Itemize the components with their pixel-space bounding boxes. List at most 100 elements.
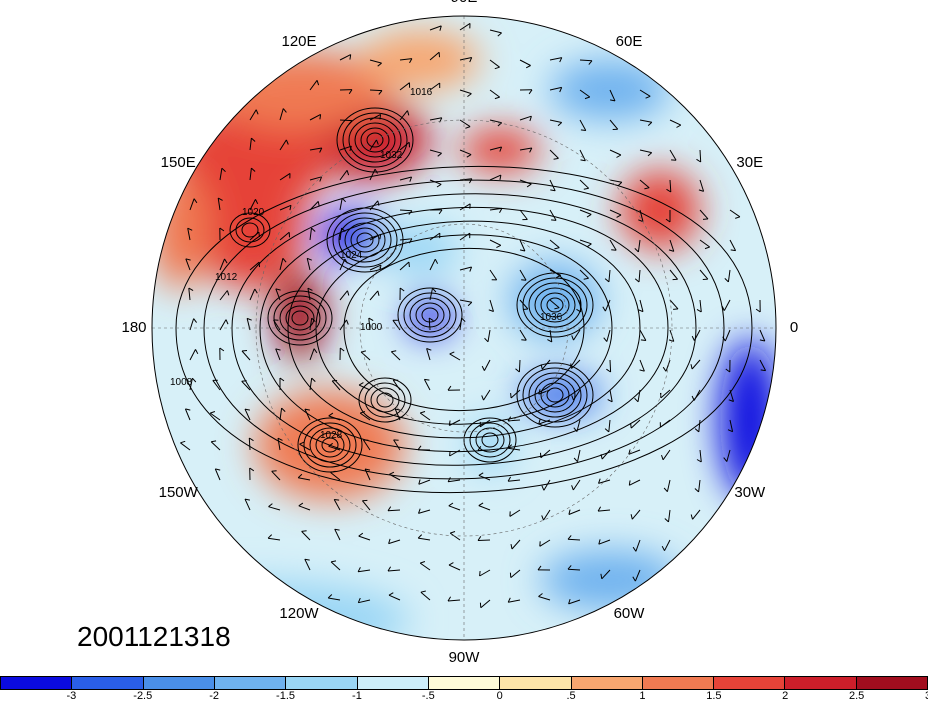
anomaly-region <box>360 30 480 90</box>
colorbar-segment <box>785 676 857 690</box>
wind-barb <box>459 149 472 156</box>
wind-barb-flag <box>488 309 494 312</box>
wind-barb <box>309 228 312 241</box>
wind-barb <box>277 438 281 451</box>
wind-barb-flag <box>519 249 526 252</box>
wind-barb-flag <box>449 451 451 457</box>
wind-barb-flag <box>251 137 256 142</box>
wind-barb <box>573 389 581 401</box>
wind-barb <box>429 232 441 241</box>
wind-barb <box>331 380 341 391</box>
wind-barbs <box>180 22 767 609</box>
wind-barb-flag <box>377 200 380 206</box>
wind-barb <box>639 299 644 312</box>
wind-barb <box>392 320 401 331</box>
wind-barb <box>249 109 257 121</box>
wind-barb <box>639 179 650 189</box>
wind-barb-flag <box>554 307 560 310</box>
wind-barb <box>759 359 767 371</box>
wind-barb-flag <box>663 487 668 493</box>
wind-barb <box>301 531 311 541</box>
wind-barb-flag <box>360 350 367 353</box>
wind-barb <box>519 115 532 121</box>
wind-barb <box>210 441 221 451</box>
wind-barb-flag <box>327 594 333 599</box>
wind-barb-flag <box>616 214 622 218</box>
wind-barb <box>489 119 502 124</box>
wind-barb-flag <box>525 65 531 69</box>
wind-barb <box>519 329 527 341</box>
wind-barb <box>538 419 551 425</box>
wind-barb-flag <box>538 419 541 425</box>
colorbar-segment <box>72 676 144 690</box>
wind-barb <box>699 149 702 163</box>
wind-barb <box>609 209 622 216</box>
wind-barb <box>729 389 734 402</box>
wind-barb-flag <box>668 249 674 252</box>
isobar <box>376 392 394 408</box>
wind-barb-flag <box>704 246 710 250</box>
wind-barb-flag <box>387 506 392 512</box>
wind-barb <box>573 329 581 341</box>
wind-barb-flag <box>499 208 503 214</box>
colorbar-tick-label: 1 <box>639 690 646 702</box>
wind-barb <box>279 204 292 211</box>
wind-barb-flag <box>638 309 644 313</box>
wind-barb <box>459 232 471 241</box>
wind-barb-flag <box>439 25 442 31</box>
isobar <box>364 382 406 418</box>
wind-barb-flag <box>676 124 682 128</box>
wind-barb-flag <box>551 219 557 221</box>
isobar <box>516 362 594 428</box>
wind-barb-flag <box>573 457 578 463</box>
wind-barb <box>419 412 431 421</box>
wind-barb-flag <box>210 411 216 414</box>
wind-barb <box>369 200 379 211</box>
wind-barb-flag <box>399 287 405 292</box>
wind-barb <box>543 509 551 521</box>
wind-barb <box>549 86 562 91</box>
wind-barb-flag <box>510 543 513 550</box>
wind-barb <box>629 479 641 486</box>
wind-barb <box>483 359 491 371</box>
wind-barb <box>723 299 731 311</box>
wind-barb-flag <box>426 348 432 351</box>
wind-barb-flag <box>571 395 574 401</box>
wind-barb-flag <box>665 218 671 223</box>
wind-barb-flag <box>316 80 320 86</box>
wind-barb-flag <box>465 126 471 129</box>
wind-barb-flag <box>634 248 639 253</box>
wind-barb-flag <box>727 429 733 433</box>
wind-barb-flag <box>723 457 728 462</box>
isobar <box>528 372 582 418</box>
wind-barb-flag <box>698 189 704 192</box>
wind-barb <box>339 198 343 211</box>
wind-barb-flag <box>521 279 527 281</box>
isobar <box>469 422 511 458</box>
wind-barb-flag <box>358 532 364 537</box>
wind-barb <box>608 269 611 282</box>
isobar <box>336 107 414 173</box>
wind-barb <box>187 228 191 241</box>
timestamp-label: 2001121318 <box>77 621 231 652</box>
colorbar-tick-label: 2 <box>782 690 789 702</box>
wind-barb <box>459 203 471 211</box>
wind-barb-flag <box>424 378 430 381</box>
wind-barb <box>399 58 412 61</box>
colorbar-segment <box>357 676 429 690</box>
wind-barb-flag <box>647 121 653 126</box>
wind-barb <box>669 299 679 310</box>
wind-barb <box>429 51 440 61</box>
wind-barb <box>279 108 284 121</box>
isobar <box>303 422 357 468</box>
wind-barb-flag <box>349 54 352 60</box>
wind-barb-flag <box>357 597 361 603</box>
colorbar-tick-label: 0 <box>496 690 503 702</box>
wind-barb-flag <box>313 348 318 354</box>
wind-barb <box>628 449 641 455</box>
wind-barb <box>489 29 502 34</box>
wind-barb-flag <box>339 347 345 352</box>
wind-barb-flag <box>538 593 543 597</box>
wind-barb-flag <box>724 278 729 283</box>
wind-barb-flag <box>478 472 484 476</box>
